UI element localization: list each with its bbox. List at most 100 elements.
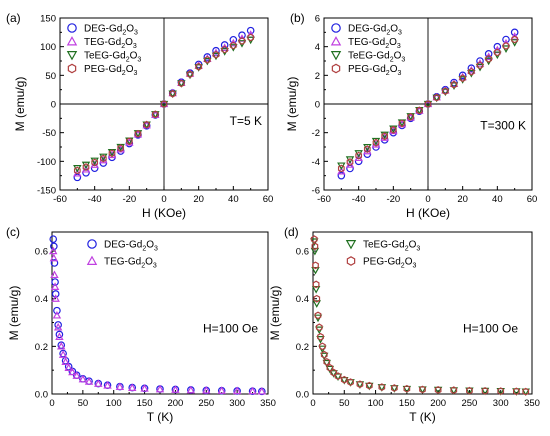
data-point xyxy=(380,131,389,140)
data-point xyxy=(403,384,411,393)
legend-marker xyxy=(330,36,342,46)
x-axis-label: H (KOe) xyxy=(142,206,186,220)
data-point xyxy=(449,387,459,395)
data-point xyxy=(202,385,211,394)
data-point xyxy=(493,48,501,57)
data-point xyxy=(211,52,221,61)
data-point xyxy=(310,247,320,256)
y-tick-label: 2 xyxy=(315,71,320,82)
data-point xyxy=(402,385,412,394)
data-point xyxy=(450,80,458,89)
data-point xyxy=(151,110,159,119)
data-point xyxy=(115,382,125,391)
data-point xyxy=(103,380,112,389)
data-point xyxy=(117,144,125,153)
data-point xyxy=(432,94,441,103)
y-tick-label: -6 xyxy=(312,186,320,197)
panel-label: (d) xyxy=(284,225,299,239)
data-point xyxy=(169,89,177,98)
data-point xyxy=(53,306,61,315)
data-point xyxy=(53,322,63,331)
legend-entry-label: DEG-Gd2O3 xyxy=(104,240,158,253)
data-point xyxy=(313,294,321,303)
data-point xyxy=(64,363,73,371)
data-point xyxy=(484,50,493,58)
y-tick-label: 4 xyxy=(315,42,320,53)
data-point xyxy=(155,384,165,393)
data-point xyxy=(171,385,180,393)
data-point xyxy=(325,365,335,374)
data-point xyxy=(314,311,322,320)
data-point xyxy=(377,384,387,392)
x-tick-label: 200 xyxy=(430,398,446,409)
data-point xyxy=(497,387,505,396)
data-point xyxy=(107,150,117,159)
data-point xyxy=(510,39,519,47)
data-point xyxy=(323,357,331,366)
legend-marker xyxy=(66,36,78,46)
data-point xyxy=(510,28,519,37)
data-point xyxy=(134,129,142,138)
legend-marker xyxy=(330,51,342,61)
data-point xyxy=(212,46,220,55)
data-point xyxy=(311,286,321,294)
data-point xyxy=(433,93,441,102)
x-tick-label: 0 xyxy=(425,194,430,205)
data-point xyxy=(407,113,415,121)
legend-entry-label: PEG-Gd2O3 xyxy=(348,64,401,77)
data-point xyxy=(380,133,389,141)
plot-frame xyxy=(312,231,533,395)
panel-label: (a) xyxy=(6,11,21,25)
series-teg-gd2o3 xyxy=(49,246,267,395)
data-point xyxy=(238,37,246,45)
data-point xyxy=(363,145,371,154)
data-point xyxy=(346,158,354,166)
data-point xyxy=(522,387,530,396)
legend-entry-label: TeEG-Gd2O3 xyxy=(363,240,420,253)
y-tick-label: 6 xyxy=(315,14,320,25)
data-point xyxy=(51,278,59,286)
data-point xyxy=(510,32,519,40)
panel-label: (b) xyxy=(290,11,305,25)
x-tick-label: 250 xyxy=(461,398,477,409)
x-tick-label: 250 xyxy=(198,398,214,409)
x-tick-label: 100 xyxy=(368,398,384,409)
data-point xyxy=(186,385,196,394)
data-point xyxy=(50,270,59,279)
y-tick-label: 0.0 xyxy=(296,390,309,401)
legend-entry-label: TEG-Gd2O3 xyxy=(348,37,401,50)
data-point xyxy=(333,373,343,382)
data-point xyxy=(248,386,257,395)
data-point xyxy=(108,149,116,158)
y-tick-label: 0.4 xyxy=(35,294,48,305)
data-point xyxy=(203,57,212,66)
x-tick-label: 20 xyxy=(457,194,468,205)
legend-marker xyxy=(331,23,341,33)
x-tick-label: -20 xyxy=(386,194,400,205)
data-point xyxy=(82,163,90,171)
data-point xyxy=(186,70,194,79)
data-point xyxy=(312,280,320,289)
data-point xyxy=(381,132,389,141)
data-point xyxy=(511,35,519,44)
data-point xyxy=(449,82,459,90)
data-point xyxy=(317,332,324,341)
data-point xyxy=(84,377,94,385)
data-point xyxy=(389,125,397,134)
data-point xyxy=(330,368,338,377)
x-tick-label: -60 xyxy=(53,194,67,205)
x-tick-label: -40 xyxy=(352,194,366,205)
data-point xyxy=(49,253,59,262)
data-point xyxy=(51,294,60,302)
x-tick-label: 0 xyxy=(49,398,54,409)
data-point xyxy=(320,350,328,359)
legend-entry-label: DEG-Gd2O3 xyxy=(84,24,138,37)
series-peg-gd2o3 xyxy=(73,33,255,175)
series-teeg-gd2o3 xyxy=(310,238,530,397)
data-point xyxy=(203,55,211,64)
chart-panel-4: 0 50 100 150 200 250 300 350 0.0 0.2 0.4 0.6 T (K) M … xyxy=(268,225,540,424)
data-point xyxy=(50,282,60,290)
data-point xyxy=(310,235,318,244)
data-point xyxy=(58,350,68,358)
